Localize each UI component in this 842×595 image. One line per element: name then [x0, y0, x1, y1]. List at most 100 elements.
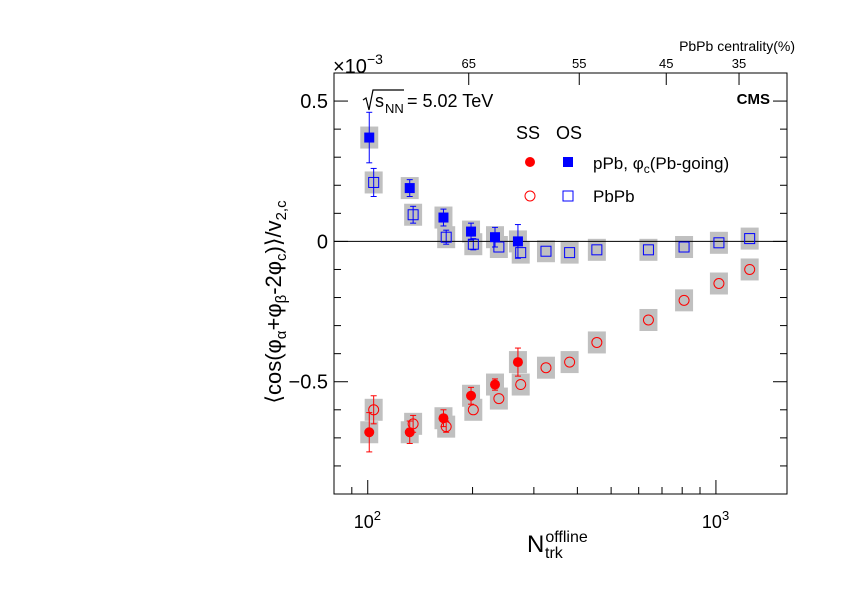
sys-box-pbpb-os — [740, 227, 759, 250]
point-pbpb-os — [467, 238, 479, 250]
point-pbpb-ss — [591, 336, 603, 348]
point-ppb-os — [404, 183, 415, 194]
top-axis-title: PbPb centrality(%) — [679, 38, 795, 54]
ylabel-alpha: α — [273, 330, 290, 339]
legend-marker-os-filled — [563, 157, 573, 167]
point-pbpb-os — [407, 209, 419, 221]
legend-marker-ss-open — [524, 190, 536, 202]
exponent-power: −3 — [367, 51, 383, 67]
y-tick-label: 0 — [317, 231, 328, 253]
point-pbpb-ss — [515, 379, 527, 391]
top-axis-tick-label: 35 — [732, 56, 746, 71]
point-pbpb-ss — [407, 418, 419, 430]
legend: SS OS pPb, φc(Pb-going) PbPb — [516, 123, 729, 206]
exponent-base: ×10 — [333, 56, 367, 78]
plot-frame — [333, 72, 788, 495]
ylabel-open: ⟨cos(φ — [261, 339, 286, 403]
xlabel-sup: offline — [545, 529, 588, 546]
legend-ppb-suffix: (Pb-going) — [650, 154, 729, 173]
point-pbpb-os — [591, 244, 603, 256]
top-axis-tick-label: 55 — [572, 56, 586, 71]
energy-value: = 5.02 TeV — [407, 91, 493, 111]
point-ppb-ss — [490, 379, 501, 390]
sys-box-pbpb-ss — [511, 373, 530, 396]
point-pbpb-ss — [678, 294, 690, 306]
ylabel-plus: +φ — [261, 303, 286, 330]
ylabel-beta: β — [273, 294, 290, 303]
sys-box-pbpb-ss — [587, 331, 606, 354]
sys-box-pbpb-os — [675, 236, 694, 259]
point-pbpb-ss — [440, 421, 452, 433]
point-pbpb-ss — [744, 263, 756, 275]
energy-sqrt-sub: NN — [385, 101, 404, 116]
legend-ppb-sub: c — [644, 162, 650, 176]
point-pbpb-ss — [493, 393, 505, 405]
ylabel-close: )⟩/v — [261, 220, 286, 253]
legend-header-ss: SS — [516, 123, 540, 143]
x-axis-title: Noffline — [527, 529, 588, 558]
legend-ppb-phi: φ — [633, 154, 644, 173]
point-pbpb-os — [493, 241, 505, 253]
point-pbpb-ss — [564, 356, 576, 368]
point-ppb-os — [490, 232, 501, 243]
legend-label-pbpb: PbPb — [593, 187, 635, 206]
sys-box-pbpb-ss — [489, 387, 508, 410]
exponent-label: ×10−3 — [333, 51, 383, 78]
top-axis-tick-label: 45 — [659, 56, 673, 71]
x-axis-title-sub: trk — [545, 545, 564, 562]
sys-box-pbpb-ss — [464, 398, 483, 421]
point-pbpb-os — [744, 233, 756, 245]
y-tick-label: 0.5 — [300, 91, 328, 113]
sys-box-pbpb-ss — [536, 356, 555, 379]
point-ppb-ss — [364, 427, 375, 438]
point-ppb-ss — [404, 427, 415, 438]
point-pbpb-ss — [467, 404, 479, 416]
point-pbpb-os — [368, 176, 380, 188]
point-pbpb-os — [515, 247, 527, 259]
point-pbpb-os — [440, 231, 452, 243]
point-pbpb-os — [713, 237, 725, 249]
legend-marker-ss-filled — [525, 157, 535, 167]
point-pbpb-os — [678, 241, 690, 253]
legend-label-ppb: pPb, φc(Pb-going) — [593, 154, 729, 176]
sys-box-pbpb-ss — [675, 289, 694, 312]
point-pbpb-os — [540, 245, 552, 257]
ylabel-c: c — [273, 253, 290, 261]
data-markers — [364, 132, 756, 438]
point-ppb-ss — [466, 390, 477, 401]
sqrt-sign — [362, 89, 404, 111]
sys-box-pbpb-os — [536, 240, 555, 263]
point-ppb-os — [512, 236, 523, 247]
point-ppb-os — [438, 212, 449, 223]
point-pbpb-ss — [368, 404, 380, 416]
x-tick-label-exponent: 3 — [722, 508, 729, 523]
point-pbpb-ss — [713, 278, 725, 289]
point-pbpb-ss — [642, 314, 654, 326]
y-tick-label: −0.5 — [289, 372, 328, 394]
cms-label: CMS — [737, 91, 770, 108]
legend-marker-os-open — [562, 190, 574, 202]
point-ppb-os — [466, 226, 477, 237]
sys-box-pbpb-ss — [560, 351, 579, 374]
ylabel-v2c: 2,c — [273, 200, 290, 221]
xlabel-base: N — [527, 531, 544, 558]
sys-box-pbpb-ss — [740, 258, 759, 281]
y-axis-title: ⟨cos(φα+φβ-2φc)⟩/v2,c — [261, 200, 290, 404]
sys-box-pbpb-os — [560, 241, 579, 264]
point-ppb-os — [364, 132, 375, 143]
sys-box-pbpb-ss — [639, 308, 658, 331]
point-pbpb-os — [564, 247, 576, 259]
sys-box-pbpb-os — [709, 231, 728, 254]
point-ppb-ss — [512, 357, 523, 368]
ylabel-minus: -2φ — [261, 261, 286, 295]
legend-header-os: OS — [556, 123, 582, 143]
sys-box-pbpb-os — [639, 238, 658, 261]
energy-sqrt-s: s — [375, 91, 384, 111]
legend-ppb-prefix: pPb, — [593, 154, 633, 173]
energy-label: s NN = 5.02 TeV — [362, 89, 493, 116]
point-pbpb-ss — [540, 362, 552, 374]
sys-box-pbpb-os — [587, 238, 606, 261]
